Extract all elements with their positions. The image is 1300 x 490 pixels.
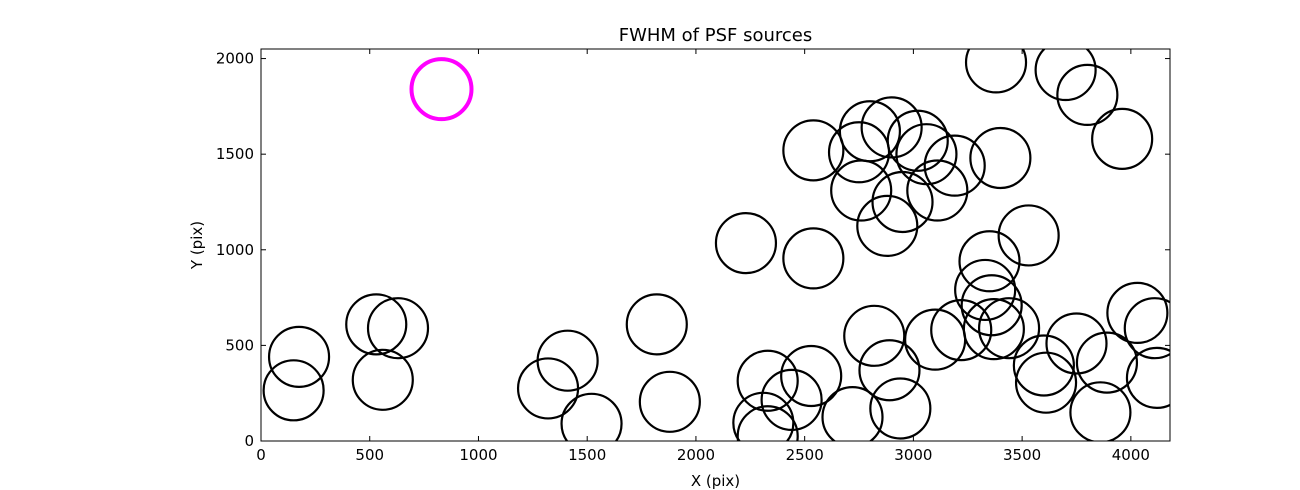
data-point (732, 391, 795, 441)
data-point (1106, 281, 1169, 344)
y-axis: 0 500 1000 1500 2000 (216, 50, 1170, 450)
y-tick-label: 0 (244, 432, 254, 450)
x-tick-label: 2000 (677, 446, 715, 464)
data-point (516, 357, 580, 420)
data-point (262, 359, 325, 422)
data-point (625, 293, 688, 356)
data-point (962, 298, 1025, 361)
data-point (1045, 312, 1108, 375)
x-tick-label: 1000 (459, 446, 497, 464)
data-point (780, 344, 843, 408)
data-points (262, 49, 1170, 441)
x-tick-label: 0 (256, 446, 266, 464)
y-tick-label: 2000 (216, 50, 254, 68)
data-point (267, 325, 331, 388)
data-point (1091, 107, 1154, 170)
x-axis-title: X (pix) (691, 472, 740, 490)
data-point (736, 405, 799, 441)
data-point (906, 159, 969, 222)
data-point (977, 297, 1041, 360)
data-point (560, 392, 623, 441)
data-point (760, 368, 823, 431)
data-point (1075, 331, 1139, 394)
data-point (871, 170, 934, 234)
data-point (736, 349, 799, 412)
data-point (821, 386, 884, 441)
data-point (969, 126, 1032, 190)
data-point (827, 121, 891, 184)
data-point (869, 377, 932, 440)
highlighted-point (409, 57, 474, 122)
x-tick-label: 500 (355, 446, 384, 464)
data-point (923, 134, 986, 197)
x-tick-label: 3500 (1003, 446, 1041, 464)
data-point (895, 123, 958, 186)
data-point (958, 230, 1021, 293)
data-point (1069, 381, 1132, 441)
y-axis-title: Y (pix) (188, 221, 206, 270)
data-point (638, 370, 701, 433)
data-point (843, 304, 906, 367)
y-tick-label: 1500 (216, 145, 254, 163)
data-point (1056, 63, 1119, 126)
data-point (1012, 334, 1075, 397)
data-point (886, 109, 949, 172)
x-tick-label: 3000 (894, 446, 932, 464)
data-point (782, 119, 845, 182)
data-point (856, 194, 919, 257)
x-tick-label: 1500 (568, 446, 606, 464)
plot-frame (260, 48, 1171, 442)
x-tick-label: 4000 (1112, 446, 1150, 464)
data-point (1123, 297, 1170, 360)
data-point (714, 211, 778, 275)
data-point (536, 329, 599, 392)
data-point (351, 348, 414, 411)
data-point (997, 204, 1060, 267)
data-point (1014, 351, 1078, 414)
y-tick-label: 500 (225, 336, 254, 354)
data-point (858, 339, 921, 402)
x-tick-label: 2500 (786, 446, 824, 464)
data-point (964, 49, 1028, 94)
data-point (960, 274, 1023, 337)
chart-title: FWHM of PSF sources (619, 25, 813, 46)
data-point (782, 227, 845, 290)
data-point (1034, 49, 1097, 102)
data-point (345, 293, 408, 356)
data-point (366, 297, 430, 360)
data-point (838, 100, 901, 163)
data-point (1125, 346, 1170, 409)
x-axis: 0 500 1000 1500 2000 2500 3000 3500 4000 (256, 49, 1150, 464)
data-point (954, 258, 1017, 322)
y-tick-label: 1000 (216, 241, 254, 259)
